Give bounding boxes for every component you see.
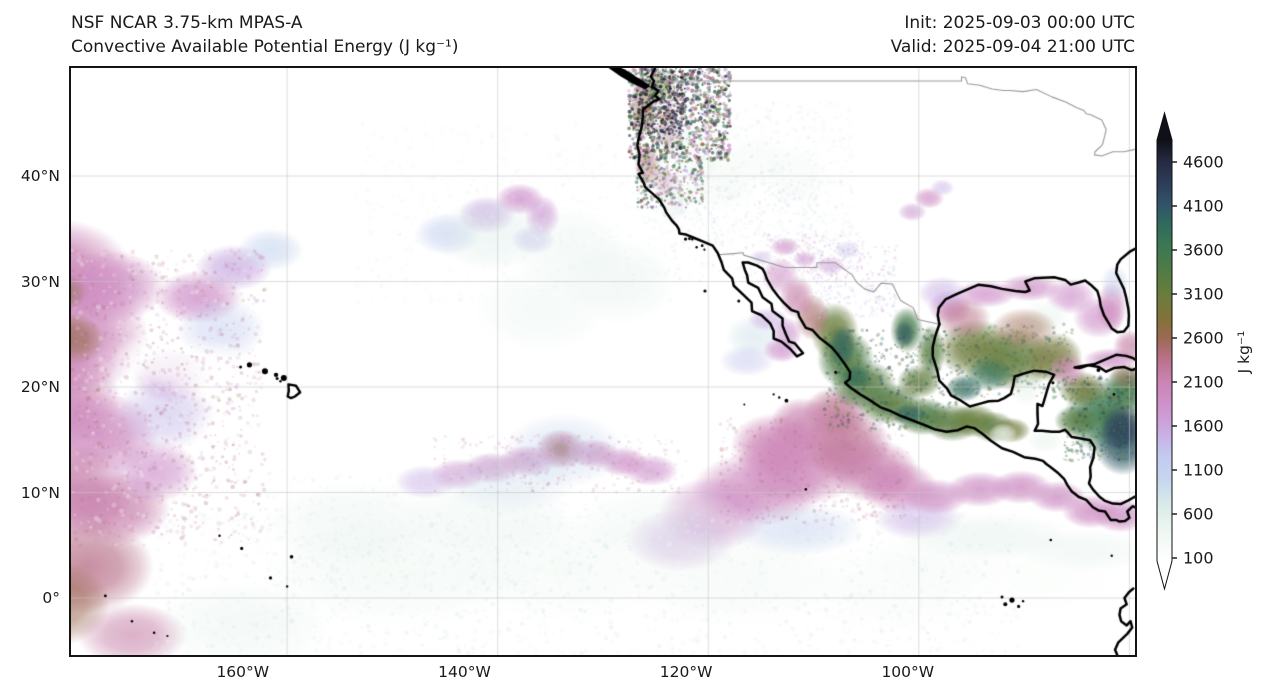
ytick-label-10N: 10°N: [20, 483, 60, 502]
map-axes: [69, 66, 1137, 657]
xtick-label-100W: 100°W: [881, 663, 935, 681]
colorbar-unit-label: J kg⁻¹: [1235, 330, 1253, 374]
ytick-label-30N: 30°N: [20, 272, 60, 291]
xtick-label-140W: 140°W: [438, 663, 491, 681]
colorbar-label-4100: 4100: [1183, 196, 1224, 216]
valid-time-label: Valid: 2025-09-04 21:00 UTC: [890, 37, 1135, 57]
colorbar-label-2600: 2600: [1183, 328, 1224, 348]
colorbar-label-4600: 4600: [1183, 152, 1224, 172]
ytick-label-40N: 40°N: [20, 167, 60, 185]
title-line-model: NSF NCAR 3.75-km MPAS-A: [71, 13, 303, 33]
colorbar-label-3100: 3100: [1183, 284, 1224, 304]
colorbar-label-100: 100: [1183, 548, 1214, 568]
ytick-label-0: 0°: [42, 589, 60, 607]
plot-title: NSF NCAR 3.75-km MPAS-A Convective Availa…: [71, 11, 458, 59]
xtick-label-120W: 120°W: [659, 663, 713, 681]
colorbar: [1156, 111, 1177, 591]
init-valid-block: Init: 2025-09-03 00:00 UTC Valid: 2025-09…: [891, 11, 1135, 59]
colorbar-label-1100: 1100: [1183, 460, 1224, 480]
init-time-label: Init: 2025-09-03 00:00 UTC: [904, 13, 1135, 33]
colorbar-tick-marks: [1172, 161, 1177, 559]
cape-field-map-canvas: [71, 68, 1135, 655]
colorbar-gradient-bar: [1156, 111, 1173, 591]
xtick-label-160W: 160°W: [216, 663, 270, 681]
colorbar-label-2100: 2100: [1183, 372, 1224, 392]
ytick-label-20N: 20°N: [20, 378, 60, 396]
title-line-variable: Convective Available Potential Energy (J…: [71, 37, 459, 57]
colorbar-label-1600: 1600: [1183, 416, 1224, 436]
colorbar-label-3600: 3600: [1183, 240, 1224, 260]
colorbar-label-600: 600: [1183, 504, 1214, 524]
